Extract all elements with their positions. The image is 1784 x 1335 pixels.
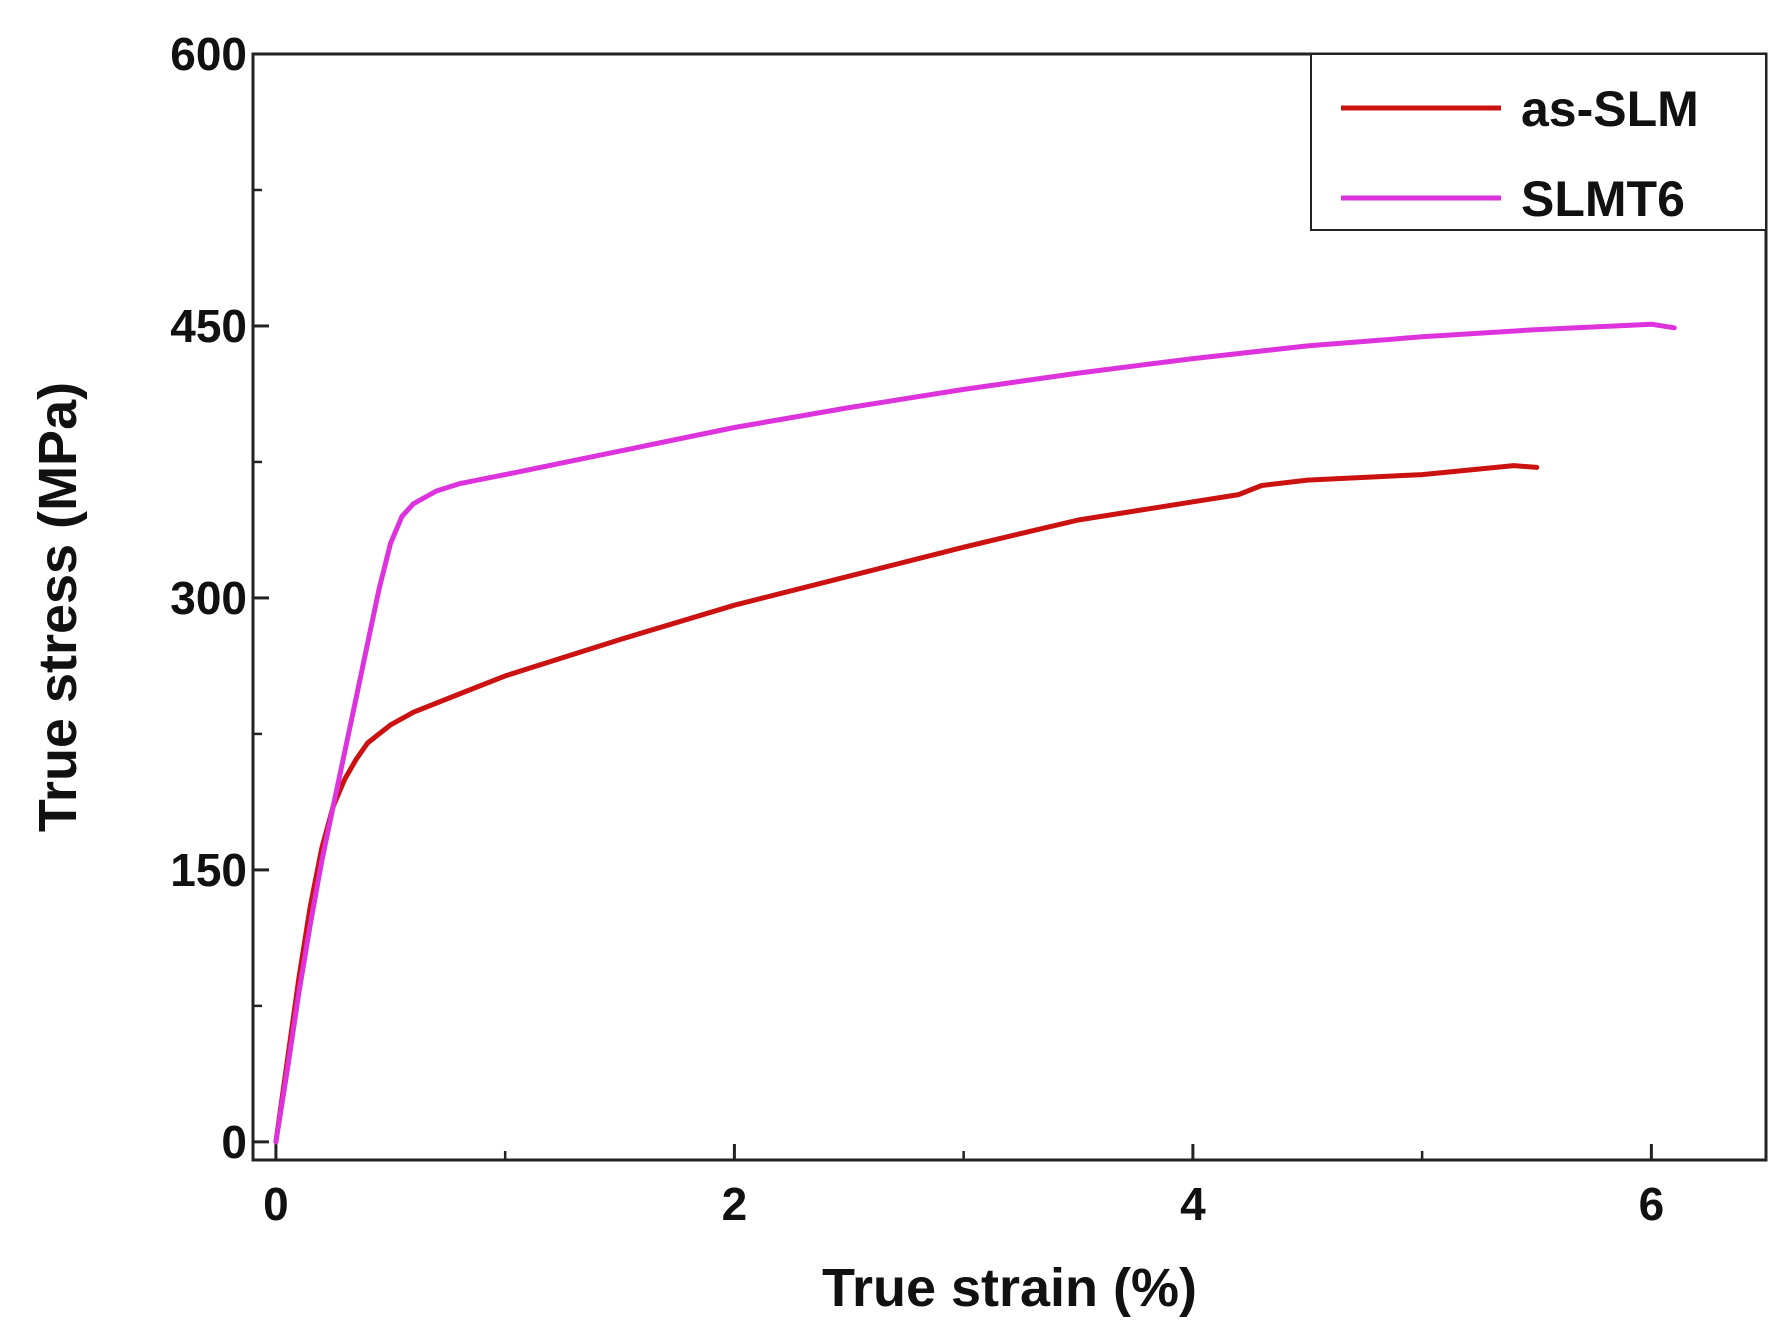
- legend: as-SLM SLMT6: [1310, 53, 1767, 231]
- y-tick-label: 0: [221, 1116, 247, 1168]
- plot-frame: [251, 52, 1768, 1162]
- y-axis-title: True stress (MPa): [28, 382, 88, 832]
- legend-box: [1310, 53, 1767, 231]
- legend-label: as-SLM: [1521, 81, 1699, 137]
- tick-labels: 0 2 4 6 0 150 300 450 600: [170, 28, 1664, 1230]
- series-line-as-slm: [273, 463, 1540, 1145]
- series-line-slmt6: [273, 321, 1677, 1145]
- x-tick-label: 2: [722, 1178, 748, 1230]
- x-tick-label: 4: [1180, 1178, 1206, 1230]
- y-tick-label: 300: [170, 572, 247, 624]
- y-tick-label: 450: [170, 300, 247, 352]
- x-tick-label: 6: [1639, 1178, 1665, 1230]
- series-lines: [273, 321, 1677, 1145]
- y-tick-label: 150: [170, 844, 247, 896]
- x-axis-title: True strain (%): [822, 1258, 1197, 1318]
- y-tick-label: 600: [170, 28, 247, 80]
- x-tick-label: 0: [263, 1178, 289, 1230]
- legend-label: SLMT6: [1521, 171, 1685, 227]
- legend-items: as-SLM SLMT6: [1341, 81, 1699, 227]
